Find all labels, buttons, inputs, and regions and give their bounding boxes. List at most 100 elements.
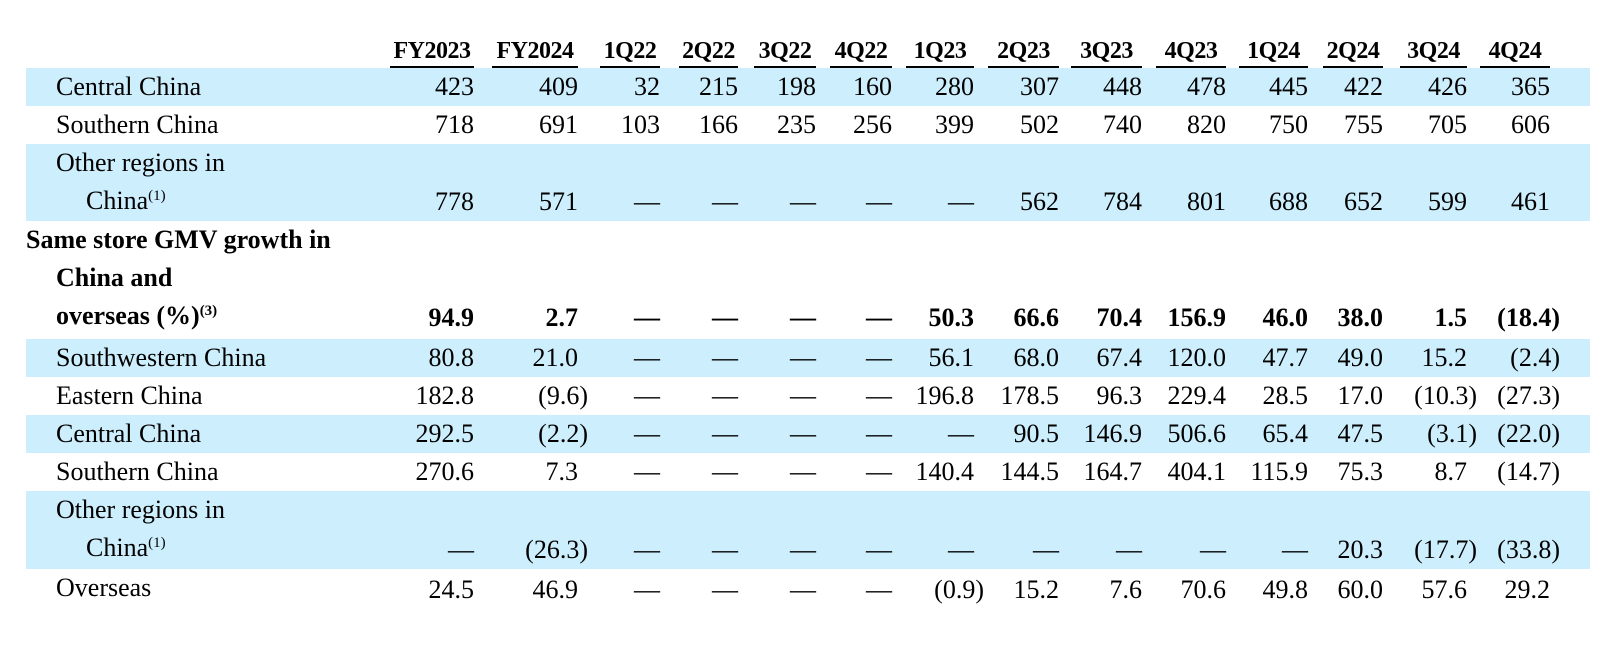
- table-cell: 178.5: [1000, 381, 1060, 410]
- table-cell: 120.0: [1167, 343, 1227, 372]
- table-cell: —: [712, 457, 738, 486]
- gmv-table: FY2023 FY2024 1Q22 2Q22 3Q22 4Q22 1Q23 2Q23 3Q23…: [26, 14, 1590, 609]
- table-cell: —: [1200, 535, 1226, 564]
- footnote-marker: (3): [199, 303, 218, 319]
- table-cell: 49.8: [1262, 575, 1309, 604]
- table-cell: 164.7: [1083, 457, 1143, 486]
- row-label: Central China: [26, 68, 201, 106]
- table-cell: —: [790, 575, 816, 604]
- table-cell: 801: [1187, 187, 1226, 216]
- column-header-2q23: 2Q23: [988, 36, 1059, 68]
- row-label-line: Central China: [26, 68, 201, 106]
- table-cell: 750: [1269, 110, 1308, 139]
- row-label-text: Central China: [56, 419, 202, 448]
- table-cell: 571: [539, 187, 578, 216]
- table-cell: 229.4: [1167, 381, 1227, 410]
- table-cell: 7.3: [545, 457, 579, 486]
- table-cell: (0.9): [934, 575, 984, 604]
- table-cell: —: [866, 303, 892, 332]
- table-cell: 144.5: [1000, 457, 1060, 486]
- column-header-3q23: 3Q23: [1071, 36, 1142, 68]
- table-cell: 140.4: [915, 457, 975, 486]
- row-label: Eastern China: [26, 377, 203, 415]
- table-cell: 24.5: [428, 575, 475, 604]
- table-cell: 2.7: [545, 303, 579, 332]
- table-cell: 198: [777, 72, 816, 101]
- table-cell: 404.1: [1167, 457, 1227, 486]
- table-cell: —: [634, 303, 660, 332]
- table-cell: —: [790, 187, 816, 216]
- footnote-marker: (1): [148, 188, 166, 204]
- table-cell: —: [712, 535, 738, 564]
- table-cell: 182.8: [415, 381, 475, 410]
- table-cell: 156.9: [1167, 303, 1227, 332]
- table-row: Eastern China 182.8 (9.6) — — — — 196.8 178.5 96.…: [26, 377, 1590, 415]
- row-label: Other regions in China(1): [26, 144, 225, 220]
- table-row: Southern China 718 691 103 166 235 256 399 502 74…: [26, 106, 1590, 144]
- row-label-line: Southern China: [26, 106, 219, 144]
- table-cell: —: [634, 535, 660, 564]
- row-label-line: Southwestern China: [26, 339, 266, 377]
- table-cell: —: [948, 535, 974, 564]
- row-label-line: Other regions in: [26, 491, 225, 529]
- row-label-line: Central China: [26, 415, 201, 453]
- row-label-text: Southern China: [56, 110, 219, 139]
- row-label-text: Same store GMV growth in: [26, 225, 331, 254]
- table-cell: 705: [1428, 110, 1467, 139]
- table-cell: 90.5: [1013, 419, 1060, 448]
- table-cell: 502: [1020, 110, 1059, 139]
- table-cell: 280: [935, 72, 974, 101]
- table-cell: 423: [435, 72, 474, 101]
- column-header-4q23: 4Q23: [1156, 36, 1226, 68]
- table-cell: 15.2: [1421, 343, 1468, 372]
- table-cell: —: [712, 343, 738, 372]
- column-header-3q24: 3Q24: [1400, 36, 1467, 68]
- table-cell: 215: [699, 72, 738, 101]
- table-cell: —: [634, 343, 660, 372]
- table-cell: 20.3: [1337, 535, 1384, 564]
- table-cell: —: [634, 457, 660, 486]
- table-cell: 70.4: [1096, 303, 1143, 332]
- table-cell: 448: [1103, 72, 1142, 101]
- column-header-fy2023: FY2023: [390, 36, 474, 68]
- row-label-text: Eastern China: [56, 381, 203, 410]
- table-cell: —: [866, 575, 892, 604]
- table-cell: 47.5: [1337, 419, 1384, 448]
- table-cell: —: [634, 187, 660, 216]
- column-header-4q24: 4Q24: [1480, 36, 1550, 68]
- table-cell: —: [790, 343, 816, 372]
- column-header-row: FY2023 FY2024 1Q22 2Q22 3Q22 4Q22 1Q23 2Q23 3Q23…: [26, 14, 1590, 68]
- table-cell: 1.5: [1434, 303, 1468, 332]
- table-cell: 445: [1269, 72, 1308, 101]
- row-label: Central China: [26, 415, 201, 453]
- table-cell: (18.4): [1497, 303, 1560, 332]
- row-label-line: Same store GMV growth in: [26, 221, 331, 259]
- table-cell: (33.8): [1497, 535, 1560, 564]
- table-cell: 46.0: [1262, 303, 1309, 332]
- table-cell: 38.0: [1337, 303, 1384, 332]
- table-cell: 235: [777, 110, 816, 139]
- table-cell: 94.9: [428, 303, 475, 332]
- table-cell: 15.2: [1013, 575, 1060, 604]
- table-cell: 67.4: [1096, 343, 1143, 372]
- column-header-fy2024: FY2024: [492, 36, 578, 68]
- table-cell: 426: [1428, 72, 1467, 101]
- table-cell: —: [866, 419, 892, 448]
- table-cell: 115.9: [1250, 457, 1308, 486]
- table-cell: —: [634, 575, 660, 604]
- table-cell: —: [866, 535, 892, 564]
- table-cell: 46.9: [532, 575, 579, 604]
- row-label: Southern China: [26, 453, 219, 491]
- table-row: Other regions in China(1) 778 571 — — — — — 562 78…: [26, 144, 1590, 221]
- table-cell: —: [948, 187, 974, 216]
- row-label-line: Other regions in: [26, 144, 225, 182]
- table-cell: 365: [1511, 72, 1550, 101]
- table-cell: 8.7: [1434, 457, 1468, 486]
- table-cell: 56.1: [928, 343, 975, 372]
- table-cell: —: [866, 457, 892, 486]
- table-cell: 47.7: [1262, 343, 1309, 372]
- row-label-text: Southwestern China: [56, 343, 267, 372]
- row-label-text: China: [86, 186, 149, 215]
- table-cell: 75.3: [1337, 457, 1384, 486]
- table-cell: (22.0): [1497, 419, 1560, 448]
